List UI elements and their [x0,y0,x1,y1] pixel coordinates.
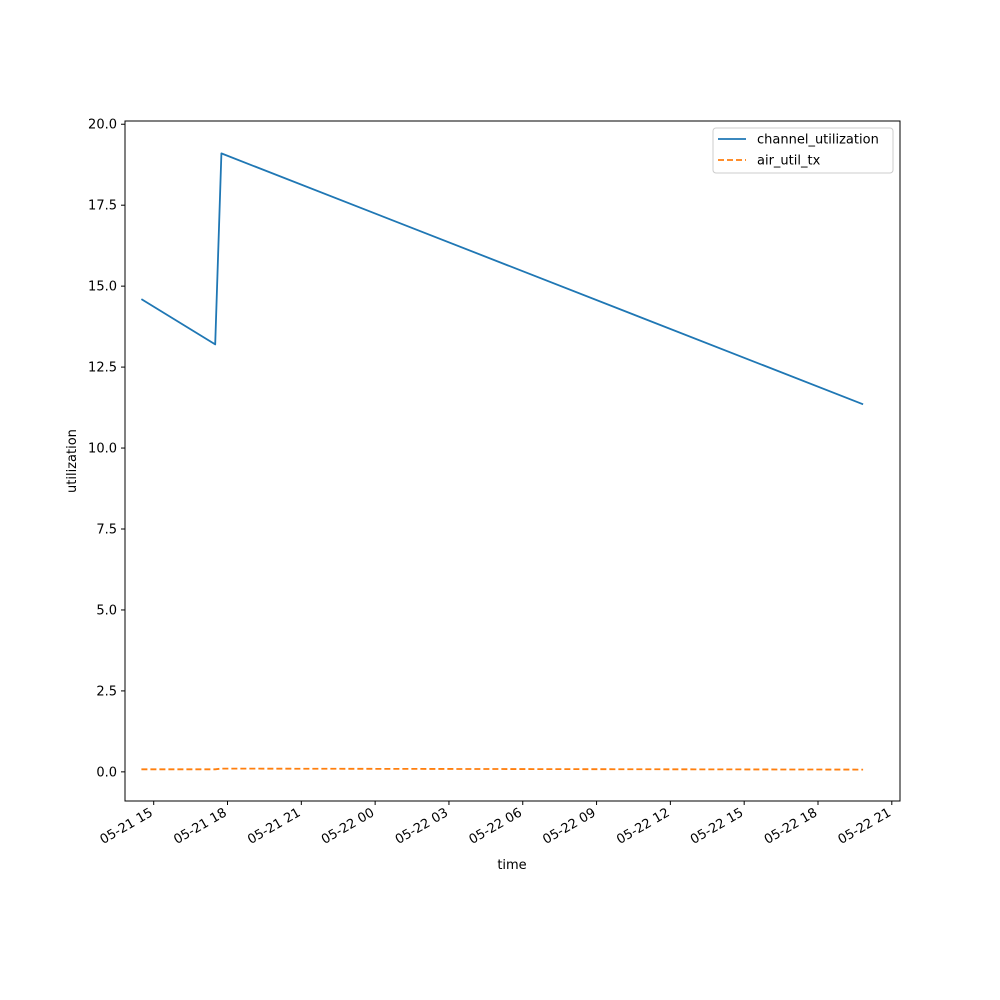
y-tick-label: 5.0 [96,603,117,618]
x-tick-label: 05-22 00 [319,805,377,847]
x-tick-label: 05-22 18 [762,805,820,847]
legend: channel_utilization air_util_tx [712,127,894,174]
x-tick-label: 05-21 15 [98,805,156,847]
legend-box [712,127,894,174]
x-tick-label: 05-22 12 [614,805,672,847]
plot-area [125,121,900,801]
legend-label-air_util_tx: air_util_tx [757,154,821,169]
x-axis-label: time [497,858,526,873]
x-tick-label: 05-22 06 [467,805,525,847]
x-tick-label: 05-21 21 [245,805,303,847]
plot-frame [124,120,901,802]
x-tick-label: 05-22 15 [688,805,746,847]
y-tick-label: 0.0 [96,765,117,780]
legend-label-channel_utilization: channel_utilization [757,133,879,148]
y-tick-label: 12.5 [88,361,117,376]
y-tick-label: 2.5 [96,684,117,699]
x-tick-label: 05-22 03 [393,805,451,847]
series-line-air_util_tx [141,767,864,771]
y-tick-label: 17.5 [88,199,117,214]
y-tick-label: 15.0 [88,280,117,295]
series-line-channel_utilization [140,152,864,406]
x-tick-label: 05-22 09 [540,805,598,847]
x-tick-label: 05-21 18 [171,805,229,847]
y-axis-label: utilization [65,429,80,493]
x-axis: 05-21 15 05-21 18 05-21 21 05-22 00 05-22 03… [98,801,894,848]
series-layer [140,152,864,771]
y-axis: 0.0 2.5 5.0 7.5 10.0 12.5 15.0 17.5 20.0 [88,118,125,780]
y-tick-label: 20.0 [88,118,117,133]
y-tick-label: 10.0 [88,442,117,457]
x-tick-label: 05-22 21 [836,805,894,847]
y-tick-label: 7.5 [96,523,117,538]
